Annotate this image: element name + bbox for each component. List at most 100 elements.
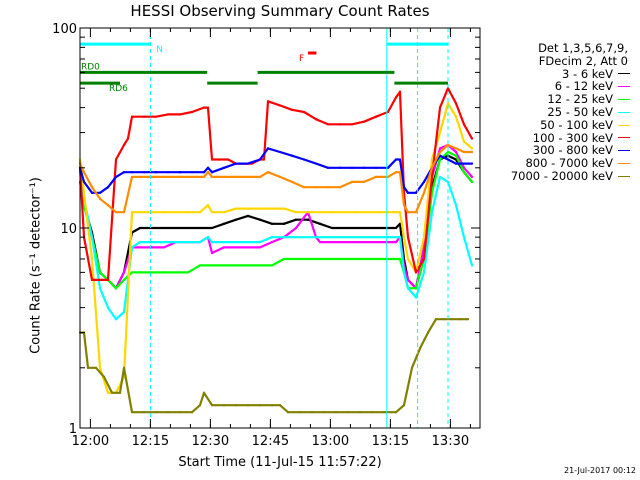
series-8-point-8 — [131, 175, 133, 178]
series-2-point-16 — [211, 251, 213, 254]
series-6-point-29 — [315, 118, 317, 121]
series-9-point-24 — [287, 411, 289, 414]
series-8-point-2 — [83, 171, 85, 174]
series-7-point-20 — [259, 158, 261, 161]
series-9-point-33 — [395, 411, 397, 414]
x-axis-label: Start Time (11-Jul-15 11:57:22) — [178, 455, 382, 470]
series-3-point-6 — [115, 287, 117, 290]
series-7-point-41 — [455, 162, 457, 165]
series-4-point-17 — [223, 241, 225, 244]
series-1-point-17 — [223, 222, 225, 225]
series-1-point-16 — [211, 227, 213, 229]
series-8-point-32 — [395, 171, 397, 174]
series-4-point-22 — [283, 236, 285, 239]
series-9-point-39 — [443, 318, 445, 321]
series-3-point-39 — [439, 158, 441, 161]
series-8-point-10 — [155, 175, 157, 178]
series-7-point-15 — [207, 166, 209, 169]
series-4-point-43 — [471, 264, 473, 267]
series-7-point-25 — [315, 162, 317, 165]
series-9-point-25 — [299, 411, 301, 414]
series-4-point-5 — [107, 306, 109, 309]
state-bar-label-flare: F — [299, 54, 304, 64]
series-5-point-17 — [223, 211, 225, 214]
series-7-point-32 — [395, 158, 397, 161]
series-9-point-21 — [259, 404, 261, 407]
series-1-point-24 — [307, 218, 309, 221]
series-6-point-19 — [227, 158, 229, 161]
series-2-point-33 — [395, 241, 397, 244]
series-8-point-16 — [211, 175, 213, 178]
series-2-point-28 — [343, 241, 345, 244]
series-7-point-17 — [223, 166, 225, 169]
series-4-point-27 — [343, 236, 345, 239]
series-4-point-40 — [447, 180, 449, 183]
series-7-point-10 — [155, 171, 157, 174]
series-7-point-22 — [279, 150, 281, 153]
series-8-point-7 — [123, 211, 125, 214]
x-tick-label-5: 13:00 — [312, 434, 349, 449]
series-6-point-7 — [123, 144, 125, 147]
series-3-point-23 — [295, 257, 297, 260]
series-6-point-10 — [143, 115, 145, 118]
state-bar-label-night: N — [156, 45, 163, 55]
legend-entry-5: 50 - 100 keV — [480, 118, 630, 132]
series-5-point-37 — [423, 236, 425, 239]
series-8-point-42 — [463, 150, 465, 153]
series-4-point-6 — [115, 318, 117, 321]
series-line-6 — [78, 87, 473, 281]
series-2-point-11 — [163, 246, 165, 249]
series-3-point-24 — [307, 257, 309, 260]
series-5-point-10 — [151, 211, 153, 214]
series-9-point-18 — [223, 404, 225, 407]
series-4-point-30 — [379, 236, 381, 239]
series-3-point-30 — [379, 257, 381, 260]
series-8-point-11 — [167, 175, 169, 178]
series-3-point-15 — [207, 264, 209, 267]
series-3-point-29 — [367, 257, 369, 260]
series-5-point-40 — [447, 102, 449, 105]
series-2-point-18 — [235, 246, 237, 249]
series-6-point-27 — [291, 108, 293, 111]
series-9-point-14 — [191, 411, 193, 414]
series-5-point-3 — [91, 257, 93, 260]
series-6-point-43 — [439, 106, 441, 109]
series-4-point-25 — [319, 236, 321, 239]
series-7-point-5 — [107, 186, 109, 189]
series-7-point-35 — [407, 191, 409, 194]
series-7-point-40 — [447, 158, 449, 161]
y-tick-label-3: 100 — [52, 22, 77, 37]
series-1-point-27 — [343, 227, 345, 229]
series-7-point-42 — [463, 162, 465, 165]
series-6-point-3 — [91, 278, 93, 281]
x-tick-label-3: 12:30 — [192, 434, 229, 449]
series-3-point-19 — [247, 264, 249, 267]
series-3-point-13 — [187, 271, 189, 274]
series-7-point-24 — [303, 158, 305, 161]
legend-swatch-1 — [618, 73, 630, 75]
series-3-point-43 — [471, 180, 473, 183]
series-9-point-6 — [111, 391, 113, 394]
series-6-point-34 — [375, 115, 377, 118]
series-9-point-7 — [119, 391, 121, 394]
series-6-point-9 — [131, 115, 133, 118]
series-9-point-32 — [383, 411, 385, 414]
series-2-point-29 — [355, 241, 357, 244]
series-5-point-42 — [463, 140, 465, 143]
series-2-point-10 — [151, 246, 153, 249]
series-8-point-25 — [315, 186, 317, 189]
series-5-point-43 — [471, 147, 473, 150]
series-3-point-21 — [271, 264, 273, 267]
series-5-point-41 — [455, 115, 457, 118]
series-9-point-28 — [335, 411, 337, 414]
series-8-point-27 — [339, 186, 341, 189]
series-3-point-2 — [83, 204, 85, 207]
series-5-point-13 — [187, 211, 189, 214]
series-5-point-28 — [355, 211, 357, 214]
series-5-point-33 — [399, 211, 401, 214]
series-6-point-30 — [327, 123, 329, 126]
series-3-point-16 — [211, 264, 213, 267]
series-8-point-19 — [247, 175, 249, 178]
series-5-point-12 — [175, 211, 177, 214]
series-9-point-20 — [247, 404, 249, 407]
